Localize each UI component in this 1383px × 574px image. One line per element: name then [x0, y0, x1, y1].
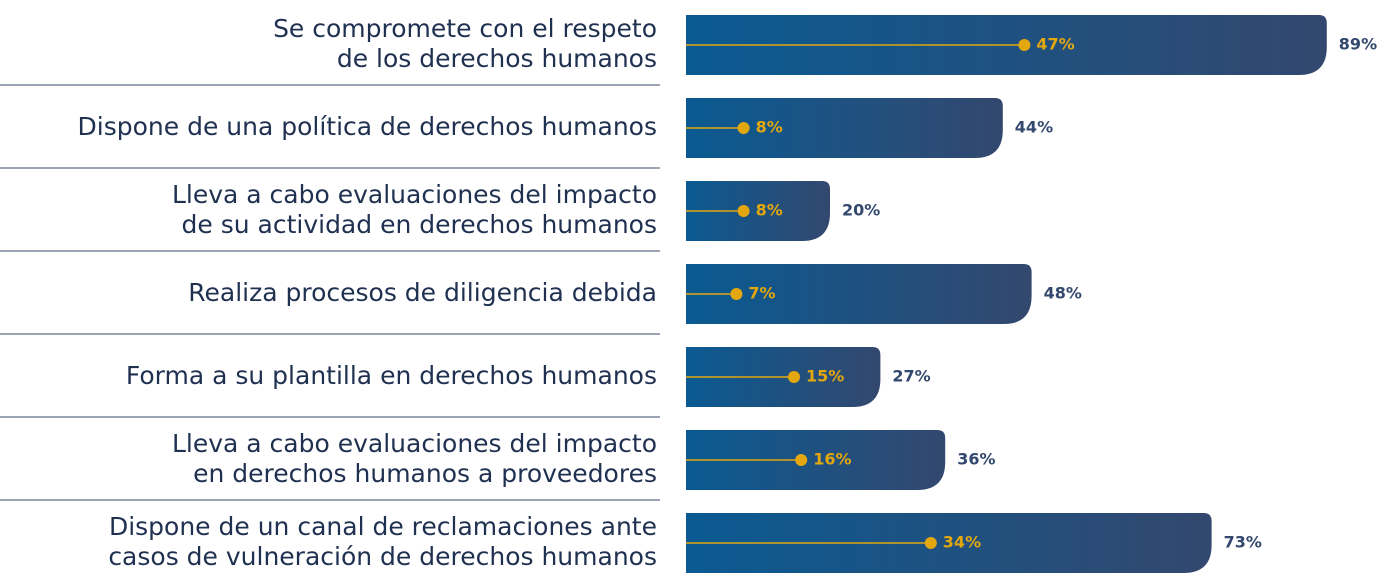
- category-label: de su actividad en derechos humanos: [182, 210, 658, 239]
- category-label: Se compromete con el respeto: [273, 14, 657, 43]
- category-label: Forma a su plantilla en derechos humanos: [126, 361, 657, 390]
- marker-dot: [924, 537, 937, 549]
- bar-value-label: 44%: [1015, 118, 1053, 137]
- bar-value-label: 89%: [1339, 35, 1377, 54]
- category-label: Lleva a cabo evaluaciones del impacto: [172, 429, 657, 458]
- bar: [686, 181, 830, 241]
- category-label: casos de vulneración de derechos humanos: [108, 542, 657, 571]
- marker-dot: [1018, 39, 1031, 51]
- bar: [686, 98, 1003, 158]
- marker-value-label: 34%: [943, 533, 981, 552]
- marker-dot: [737, 122, 750, 134]
- bar-value-label: 73%: [1224, 533, 1262, 552]
- category-label: Dispone de una política de derechos huma…: [78, 112, 657, 141]
- marker-value-label: 15%: [806, 367, 844, 386]
- marker-dot: [730, 288, 743, 300]
- bar-value-label: 20%: [842, 201, 880, 220]
- marker-dot: [737, 205, 750, 217]
- category-label: en derechos humanos a proveedores: [193, 459, 657, 488]
- bar: [686, 513, 1212, 573]
- marker-dot: [788, 371, 800, 383]
- bar-value-label: 27%: [892, 367, 930, 386]
- bar-value-label: 36%: [957, 450, 995, 469]
- marker-dot: [795, 454, 808, 466]
- category-label: Realiza procesos de diligencia debida: [188, 278, 657, 307]
- marker-value-label: 8%: [756, 118, 783, 137]
- bar: [686, 264, 1032, 324]
- marker-value-label: 16%: [813, 450, 851, 469]
- marker-value-label: 7%: [748, 284, 775, 303]
- marker-value-label: 47%: [1036, 35, 1074, 54]
- bar-value-label: 48%: [1044, 284, 1082, 303]
- category-label: de los derechos humanos: [337, 44, 657, 73]
- category-label: Lleva a cabo evaluaciones del impacto: [172, 180, 657, 209]
- category-label: Dispone de un canal de reclamaciones ant…: [109, 512, 657, 541]
- marker-value-label: 8%: [756, 201, 783, 220]
- bar: [686, 430, 946, 490]
